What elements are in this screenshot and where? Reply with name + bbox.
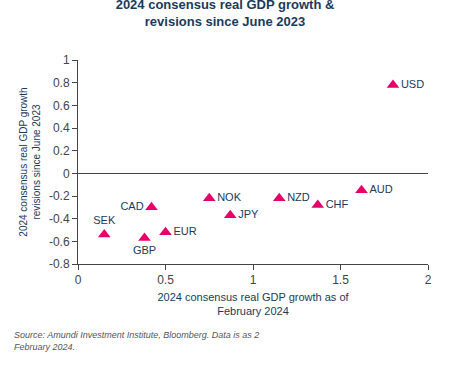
svg-text:0.8: 0.8	[53, 76, 70, 90]
svg-text:Source: Amundi Investment Inst: Source: Amundi Investment Institute, Blo…	[14, 330, 259, 352]
svg-text:0.2: 0.2	[53, 144, 70, 158]
svg-text:NZD: NZD	[287, 191, 310, 203]
svg-text:EUR: EUR	[173, 225, 196, 237]
svg-text:0.6: 0.6	[53, 99, 70, 113]
svg-text:USD: USD	[401, 78, 424, 90]
svg-text:0: 0	[63, 167, 70, 181]
svg-text:-0.8: -0.8	[49, 257, 70, 271]
svg-text:1.5: 1.5	[332, 273, 349, 287]
svg-text:2024 consensus real GDP growth: 2024 consensus real GDP growth as ofFebr…	[157, 291, 349, 317]
svg-text:1: 1	[63, 53, 70, 67]
svg-text:0: 0	[75, 273, 82, 287]
svg-text:2024 consensus real GDP growth: 2024 consensus real GDP growth &revision…	[116, 0, 335, 29]
svg-text:1: 1	[250, 273, 257, 287]
svg-text:JPY: JPY	[238, 208, 259, 220]
svg-text:2: 2	[425, 273, 432, 287]
svg-text:CHF: CHF	[326, 198, 349, 210]
svg-text:GBP: GBP	[133, 244, 156, 256]
svg-text:NOK: NOK	[217, 191, 242, 203]
svg-text:0.5: 0.5	[157, 273, 174, 287]
svg-text:-0.4: -0.4	[49, 212, 70, 226]
svg-text:SEK: SEK	[93, 214, 116, 226]
svg-text:CAD: CAD	[120, 200, 143, 212]
svg-text:0.4: 0.4	[53, 121, 70, 135]
svg-text:-0.6: -0.6	[49, 235, 70, 249]
svg-text:-0.2: -0.2	[49, 189, 70, 203]
svg-text:AUD: AUD	[369, 183, 392, 195]
svg-text:2024 consensus real GDP growth: 2024 consensus real GDP growthrevisions …	[18, 87, 42, 236]
